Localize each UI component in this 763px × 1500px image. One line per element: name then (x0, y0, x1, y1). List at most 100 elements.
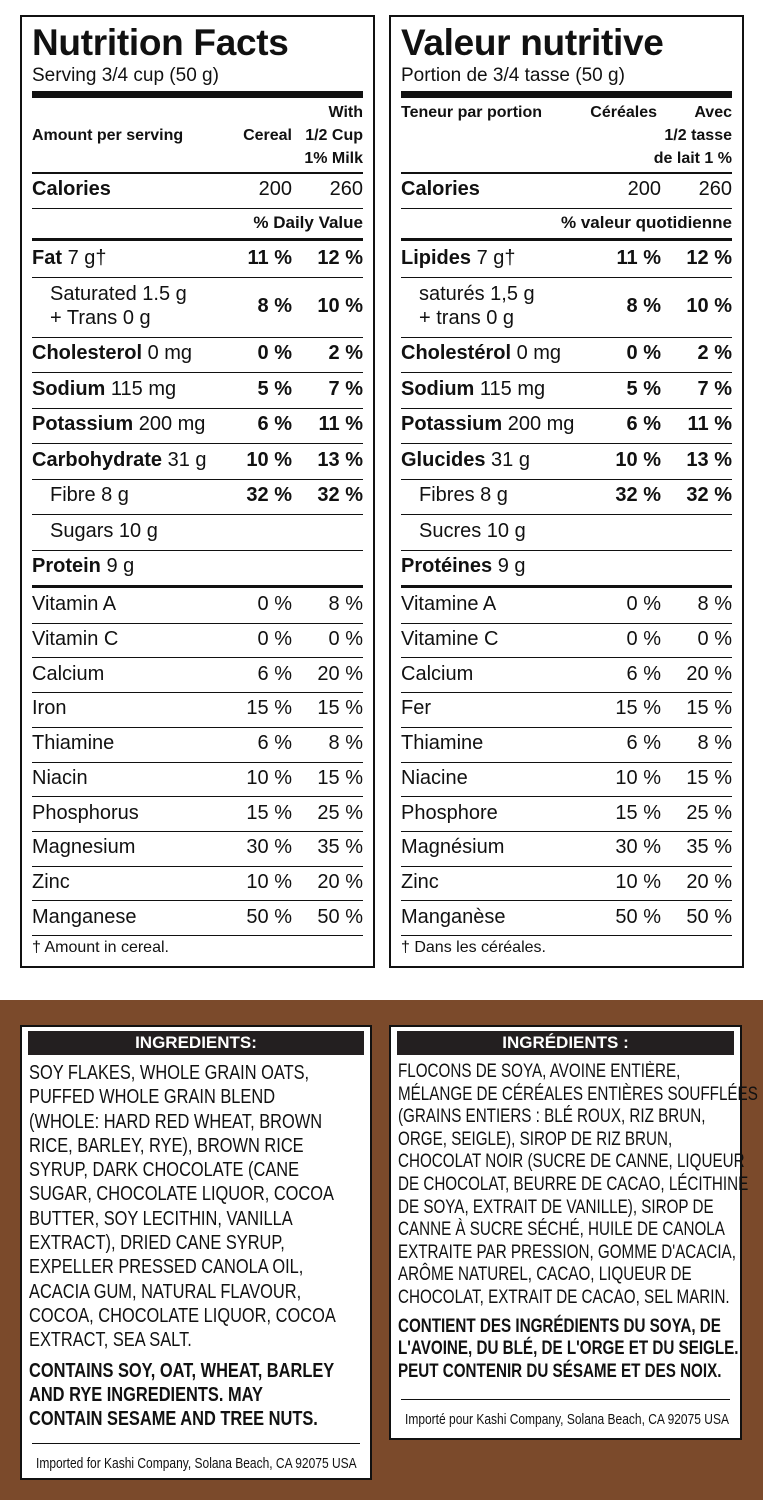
value: 0 % (257, 342, 292, 365)
value: 6 % (257, 662, 292, 685)
rule (401, 336, 732, 338)
rule (32, 692, 363, 694)
rule (32, 336, 363, 338)
value: 10 % (615, 448, 661, 471)
rule (401, 830, 732, 832)
rule (401, 549, 732, 551)
value: 20 % (686, 662, 732, 685)
nutrient-name: Sodium (401, 377, 475, 400)
importer: Imported for Kashi Company, Solana Beach… (36, 1455, 357, 1472)
nutrient: Cholesterol 0 mg (32, 342, 192, 365)
calories-value: 200 (627, 178, 661, 200)
nutrient: Protéines 9 g (401, 555, 526, 578)
value: 20 % (317, 870, 363, 893)
rule (401, 1399, 730, 1400)
value: 15 % (615, 697, 661, 720)
value: 15 % (246, 697, 292, 720)
vitamin-name: Zinc (401, 870, 439, 893)
rule (32, 238, 363, 241)
calories-value: 260 (329, 178, 363, 200)
daily-value-heading: % Daily Value (253, 213, 363, 232)
value: 2 % (328, 342, 363, 365)
vitamin-name: Zinc (32, 870, 70, 893)
ingredient-line: CHOCOLAT NOIR (SUCRE DE CANNE, LIQUEUR (398, 1151, 745, 1173)
nutrient: Cholestérol 0 mg (401, 342, 561, 365)
ingredient-line: SOY FLAKES, WHOLE GRAIN OATS, (29, 1061, 310, 1084)
nutrient: Potassium 200 mg (401, 413, 574, 436)
value: 0 % (257, 628, 292, 651)
value: 15 % (686, 697, 732, 720)
header-col2: With (328, 104, 363, 121)
nutrition-panel: Valeur nutritive Portion de 3/4 tasse (50… (389, 15, 744, 968)
value: 8 % (328, 732, 363, 755)
value: 6 % (626, 662, 661, 685)
vitamin-name: Fer (401, 697, 431, 720)
rule (401, 865, 732, 867)
value: 20 % (686, 870, 732, 893)
value: 15 % (317, 697, 363, 720)
value: 10 % (317, 294, 363, 317)
ingredient-line: EXPELLER PRESSED CANOLA OIL, (29, 1255, 304, 1279)
value: 12 % (317, 246, 363, 269)
rule (401, 796, 732, 798)
vitamin-name: Magnésium (401, 836, 505, 859)
header-col1: Cereal (243, 127, 292, 144)
nutrient-name: Carbohydrate (32, 448, 163, 471)
rule (401, 935, 732, 936)
value: 6 % (257, 732, 292, 755)
vitamin-name: Phosphorus (32, 801, 139, 824)
sub-nutrient: Fibres 8 g (419, 484, 508, 507)
footnote: † Dans les céréales. (401, 939, 546, 956)
nutrient-amount: 9 g (497, 555, 526, 578)
rule (32, 796, 363, 798)
nutrient-amount: 200 mg (507, 413, 575, 436)
nutrient: Lipides 7 g† (401, 247, 516, 270)
ingredient-line: COCOA, CHOCOLATE LIQUOR, COCOA (29, 1303, 336, 1327)
value: 11 % (687, 413, 732, 436)
nutrient: Potassium 200 mg (32, 413, 205, 436)
value: 32 % (686, 484, 732, 507)
ingredients-text: SOY FLAKES, WHOLE GRAIN OATS, PUFFED WHOL… (29, 1061, 336, 1431)
nutrient-name: Cholesterol (32, 342, 143, 365)
title: Nutrition Facts (32, 22, 289, 63)
nutrient-name: Potassium (401, 413, 503, 436)
ingredient-line: DE SOYA, EXTRAIT DE VANILLE), SIROP DE (398, 1196, 714, 1218)
value: 25 % (317, 801, 363, 824)
rule (401, 172, 732, 174)
nutrient: Glucides 31 g (401, 449, 530, 472)
value: 0 % (626, 593, 661, 616)
vitamin-name: Manganèse (401, 905, 506, 928)
rule (401, 726, 732, 728)
ingredients-heading: INGRÉDIENTS : (397, 1031, 734, 1055)
value: 15 % (317, 766, 363, 789)
rule (32, 761, 363, 763)
sub-nutrient: saturés 1,5 g (419, 282, 535, 305)
nutrient-name: Cholestérol (401, 342, 512, 365)
rule (32, 276, 363, 278)
ingredient-line: BUTTER, SOY LECITHIN, VANILLA (29, 1206, 293, 1230)
value: 15 % (686, 766, 732, 789)
nutrient-name: Protéines (401, 555, 493, 578)
nutrient-amount: 9 g (106, 555, 135, 578)
nutrient-name: Fat (32, 246, 62, 269)
nutrient-amount: 115 mg (479, 377, 546, 400)
rule (32, 657, 363, 659)
allergen-line: L'AVOINE, DU BLÉ, DE L'ORGE ET DU SEIGLE… (398, 1338, 739, 1360)
nutrient-amount: 31 g (167, 448, 207, 471)
vitamin-name: Calcium (401, 662, 474, 685)
title: Valeur nutritive (401, 22, 664, 63)
allergen-line: CONTAINS SOY, OAT, WHEAT, BARLEY (29, 1358, 335, 1382)
rule (401, 276, 732, 278)
rule (401, 761, 732, 763)
ingredient-line: CANNE À SUCRE SÉCHÉ, HUILE DE CANOLA (398, 1219, 725, 1241)
sub-nutrient: + Trans 0 g (50, 306, 151, 329)
ingredients-box: INGREDIENTS: SOY FLAKES, WHOLE GRAIN OATS… (20, 1025, 372, 1480)
nutrient-amount: 31 g (491, 448, 530, 471)
allergen-line: CONTAIN SESAME AND TREE NUTS. (29, 1407, 318, 1431)
value: 10 % (615, 766, 661, 789)
rule (401, 238, 732, 241)
header-col2: de lait 1 % (653, 150, 732, 167)
rule (32, 172, 363, 174)
vitamin-name: Thiamine (32, 732, 115, 755)
